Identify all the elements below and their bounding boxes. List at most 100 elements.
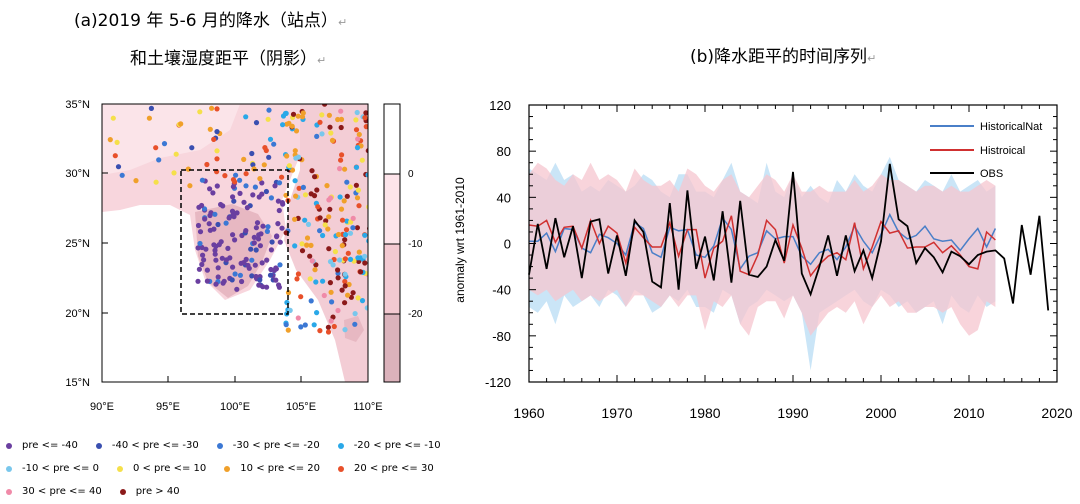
station-dot [347, 256, 354, 262]
station-dot [342, 327, 348, 333]
station-dot [133, 178, 139, 184]
station-dot [253, 120, 260, 126]
map-xtick-95: 95°E [156, 401, 180, 413]
station-dot [201, 257, 207, 263]
station-dot [336, 231, 342, 238]
station-dot [322, 222, 328, 228]
station-dot [292, 216, 298, 222]
region-box [180, 169, 289, 315]
station-dot [350, 225, 356, 231]
station-dot [244, 205, 250, 211]
station-dot [345, 292, 351, 298]
station-dot [271, 141, 277, 147]
station-dot [252, 262, 258, 268]
legend-dot [116, 465, 123, 472]
station-dot [299, 114, 306, 120]
station-dot [259, 180, 265, 186]
station-dot [213, 281, 219, 287]
station-dot [237, 177, 243, 183]
y-tick-label: -40 [492, 283, 511, 298]
tick-labels: 1960 1970 1980 1990 2000 2010 2020 120 80 40 0 -40 -… [485, 98, 1073, 421]
station-dot [354, 195, 361, 201]
station-dot [338, 206, 345, 212]
station-dot [312, 174, 318, 180]
station-dot [212, 211, 218, 217]
station-dot [204, 267, 210, 273]
station-dot [286, 120, 292, 126]
station-dot [298, 324, 304, 330]
station-dot [337, 194, 343, 200]
station-dot [339, 152, 345, 158]
station-dot [329, 137, 336, 143]
station-dot [309, 258, 315, 264]
station-dot [197, 229, 204, 235]
station-dot [220, 203, 226, 209]
station-dot [352, 321, 358, 327]
station-dot [343, 232, 349, 238]
station-dot [313, 262, 319, 268]
station-dot [330, 314, 336, 320]
map-plot-area [102, 104, 368, 382]
y-tick-label: -120 [485, 375, 511, 390]
station-dot [285, 327, 291, 333]
x-tick-label: 1970 [601, 405, 632, 421]
colorbar-0 [383, 173, 401, 245]
station-dot [335, 267, 341, 273]
station-dot [295, 113, 301, 119]
station-dot [335, 275, 341, 281]
station-dot [341, 198, 347, 204]
station-dot [233, 172, 239, 178]
station-dot [320, 278, 326, 284]
station-dot [252, 184, 258, 190]
station-dot [326, 246, 332, 252]
station-dot [298, 294, 304, 300]
station-dot [352, 311, 358, 317]
station-dot [327, 124, 333, 130]
station-dot [156, 157, 162, 163]
station-dot [353, 164, 360, 170]
station-dot [355, 255, 361, 261]
station-dot [261, 162, 267, 168]
station-dot [264, 257, 270, 263]
station-dot [243, 114, 249, 120]
station-dot [241, 260, 247, 266]
station-dot [317, 228, 323, 234]
panel-a-title-line2: 和土壤湿度距平（阴影）↵ [130, 49, 327, 69]
station-dot [328, 130, 334, 136]
station-dot [202, 216, 208, 222]
station-dot [350, 290, 356, 296]
station-dot [230, 232, 236, 238]
legend-item: -40 < pre <= -30 [95, 440, 199, 451]
station-dot [249, 273, 255, 279]
station-dot [356, 131, 362, 138]
station-dot [211, 242, 217, 248]
station-dot [279, 174, 285, 180]
station-dot [342, 237, 348, 243]
station-dot [335, 116, 341, 123]
x-tick-label: 1960 [513, 405, 544, 421]
station-dot [275, 221, 281, 227]
station-dot [153, 145, 159, 151]
colorbar-white [383, 103, 401, 175]
legend-label-obs: OBS [980, 168, 1003, 180]
station-dot [317, 215, 323, 221]
station-dot [243, 183, 249, 189]
colorbar-tick-m10: -10 [408, 239, 423, 250]
station-dot [246, 265, 252, 271]
station-dot [280, 113, 287, 119]
legend-row-1: pre <= -40 -40 < pre <= -30 -30 < pre <=… [6, 440, 459, 451]
station-dot [312, 267, 318, 273]
station-dot [305, 221, 312, 227]
station-dot [346, 281, 352, 288]
station-dot [115, 164, 122, 170]
station-dot [267, 136, 274, 142]
station-dot [304, 235, 311, 241]
station-dot [325, 324, 331, 330]
station-dot [254, 220, 261, 226]
station-dot [223, 257, 230, 263]
station-dot [339, 243, 345, 249]
station-dot [292, 243, 298, 249]
line-histroical [528, 215, 996, 279]
station-dot [250, 192, 256, 198]
station-dot [328, 318, 334, 324]
